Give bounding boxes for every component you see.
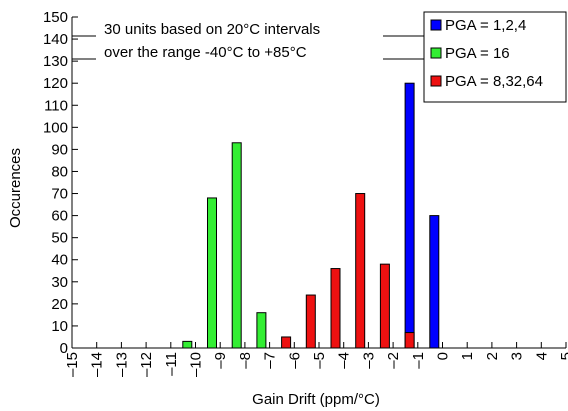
- x-tick-label-2: –13: [113, 352, 130, 377]
- legend-items: PGA = 1,2,4 PGA = 16 PGA = 8,32,64: [430, 17, 543, 90]
- bar-series-2-point-3: [355, 193, 366, 349]
- legend-label-1: PGA = 16: [445, 45, 510, 62]
- y-tick-label-3: 30: [51, 274, 68, 291]
- y-tick-label-9: 90: [51, 141, 68, 158]
- y-tick-label-4: 40: [51, 252, 68, 269]
- x-axis-label: Gain Drift (ppm/°C): [252, 391, 380, 408]
- annotation-box-bg: [93, 17, 391, 63]
- x-tick-label-14: –1: [410, 352, 427, 369]
- x-tick-label-3: –12: [138, 352, 155, 377]
- bar-series-1-point-1: [207, 197, 217, 349]
- x-tick-label-16: 1: [459, 352, 476, 360]
- y-tick-label-2: 20: [51, 296, 68, 313]
- legend-swatch-0: [430, 19, 442, 31]
- x-tick-label-19: 4: [533, 352, 550, 360]
- ticks-layer: 0102030405060708090100110120130140150–15…: [43, 9, 568, 377]
- bar-series-1-point-0: [182, 340, 193, 349]
- y-tick-label-6: 60: [51, 208, 68, 225]
- bar-series-0-point-1: [429, 215, 440, 349]
- annotation-line-2: over the range -40°C to +85°C: [104, 44, 307, 61]
- y-tick-label-14: 140: [43, 31, 68, 48]
- x-tick-label-7: –8: [237, 352, 254, 369]
- y-tick-label-15: 150: [43, 9, 68, 26]
- y-tick-label-10: 100: [43, 119, 68, 136]
- x-tick-label-17: 2: [484, 352, 501, 360]
- x-tick-label-12: –3: [360, 352, 377, 369]
- x-tick-label-10: –5: [311, 352, 328, 369]
- x-tick-label-18: 3: [509, 352, 526, 360]
- x-tick-label-8: –7: [262, 352, 279, 369]
- y-tick-label-11: 110: [44, 97, 68, 114]
- x-tick-label-5: –10: [188, 352, 205, 377]
- bar-series-1-point-3: [256, 312, 267, 349]
- y-tick-label-1: 10: [51, 318, 68, 335]
- legend-swatch-1: [430, 47, 442, 59]
- y-axis-label: Occurences: [7, 148, 24, 228]
- bar-series-2-point-5: [404, 332, 415, 349]
- bar-series-2-point-1: [305, 294, 316, 349]
- x-tick-label-20: 5: [558, 352, 568, 360]
- y-tick-label-13: 130: [43, 53, 68, 70]
- bar-series-2-point-2: [330, 268, 341, 349]
- y-tick-label-8: 80: [51, 163, 68, 180]
- y-tick-label-0: 0: [60, 340, 68, 357]
- annotation-line-1: 30 units based on 20°C intervals: [104, 21, 320, 38]
- legend: PGA = 1,2,4 PGA = 16 PGA = 8,32,64: [423, 11, 567, 103]
- y-tick-label-7: 70: [51, 186, 68, 203]
- bar-series-2-point-4: [379, 263, 390, 349]
- bar-series-2-point-0: [281, 336, 292, 349]
- bar-series-0-point-0: [404, 82, 415, 349]
- x-tick-label-13: –2: [385, 352, 402, 369]
- x-tick-label-9: –6: [286, 352, 303, 369]
- y-tick-label-5: 50: [51, 230, 68, 247]
- x-tick-label-4: –11: [163, 352, 180, 376]
- legend-swatch-2: [430, 75, 442, 87]
- x-tick-label-1: –14: [89, 352, 106, 377]
- annotation-box: 30 units based on 20°C intervals over th…: [72, 17, 424, 63]
- x-tick-label-15: 0: [435, 352, 452, 360]
- legend-box: [423, 11, 567, 103]
- x-tick-label-6: –9: [212, 352, 229, 369]
- bar-series-1-point-2: [231, 142, 242, 349]
- x-tick-label-0: –15: [64, 352, 81, 377]
- y-tick-label-12: 120: [43, 75, 68, 92]
- x-tick-label-11: –4: [336, 352, 353, 369]
- legend-label-2: PGA = 8,32,64: [445, 73, 543, 90]
- legend-label-0: PGA = 1,2,4: [445, 17, 526, 34]
